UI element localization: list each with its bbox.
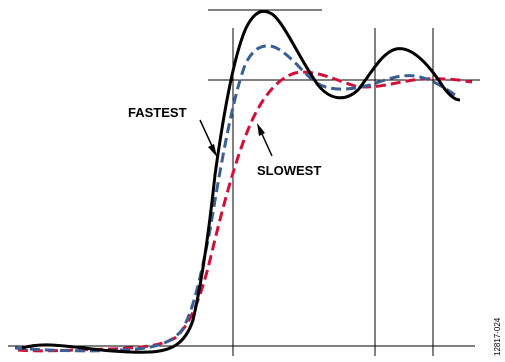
slowest-response-curve bbox=[17, 70, 473, 353]
middle-response-curve bbox=[14, 44, 459, 353]
reference-lines bbox=[8, 9, 480, 356]
slowest-arrow bbox=[257, 123, 273, 157]
figure-id-label: 12817-024 bbox=[493, 317, 502, 356]
fastest-label: FASTEST bbox=[128, 105, 187, 120]
fastest-response-curve bbox=[21, 9, 461, 354]
slowest-label: SLOWEST bbox=[257, 163, 321, 178]
fastest-arrow bbox=[199, 119, 217, 157]
